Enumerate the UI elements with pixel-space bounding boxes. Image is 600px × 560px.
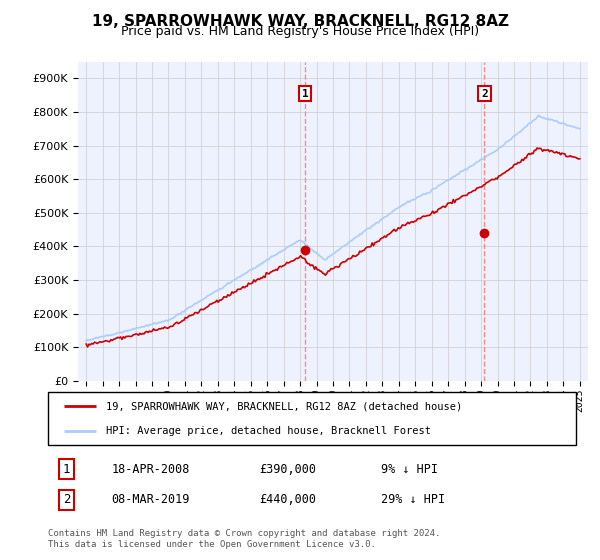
- Text: 2: 2: [481, 88, 488, 99]
- Text: 19, SPARROWHAWK WAY, BRACKNELL, RG12 8AZ: 19, SPARROWHAWK WAY, BRACKNELL, RG12 8AZ: [91, 14, 509, 29]
- Text: 9% ↓ HPI: 9% ↓ HPI: [380, 463, 437, 475]
- Text: Price paid vs. HM Land Registry's House Price Index (HPI): Price paid vs. HM Land Registry's House …: [121, 25, 479, 38]
- Text: 29% ↓ HPI: 29% ↓ HPI: [380, 493, 445, 506]
- Text: HPI: Average price, detached house, Bracknell Forest: HPI: Average price, detached house, Brac…: [106, 426, 431, 436]
- Text: 1: 1: [63, 463, 70, 475]
- Text: 08-MAR-2019: 08-MAR-2019: [112, 493, 190, 506]
- Text: 19, SPARROWHAWK WAY, BRACKNELL, RG12 8AZ (detached house): 19, SPARROWHAWK WAY, BRACKNELL, RG12 8AZ…: [106, 402, 463, 412]
- Text: Contains HM Land Registry data © Crown copyright and database right 2024.
This d: Contains HM Land Registry data © Crown c…: [48, 529, 440, 549]
- Text: 2: 2: [63, 493, 70, 506]
- Text: 1: 1: [302, 88, 308, 99]
- Text: 18-APR-2008: 18-APR-2008: [112, 463, 190, 475]
- Text: £390,000: £390,000: [259, 463, 316, 475]
- Text: £440,000: £440,000: [259, 493, 316, 506]
- FancyBboxPatch shape: [48, 392, 576, 445]
